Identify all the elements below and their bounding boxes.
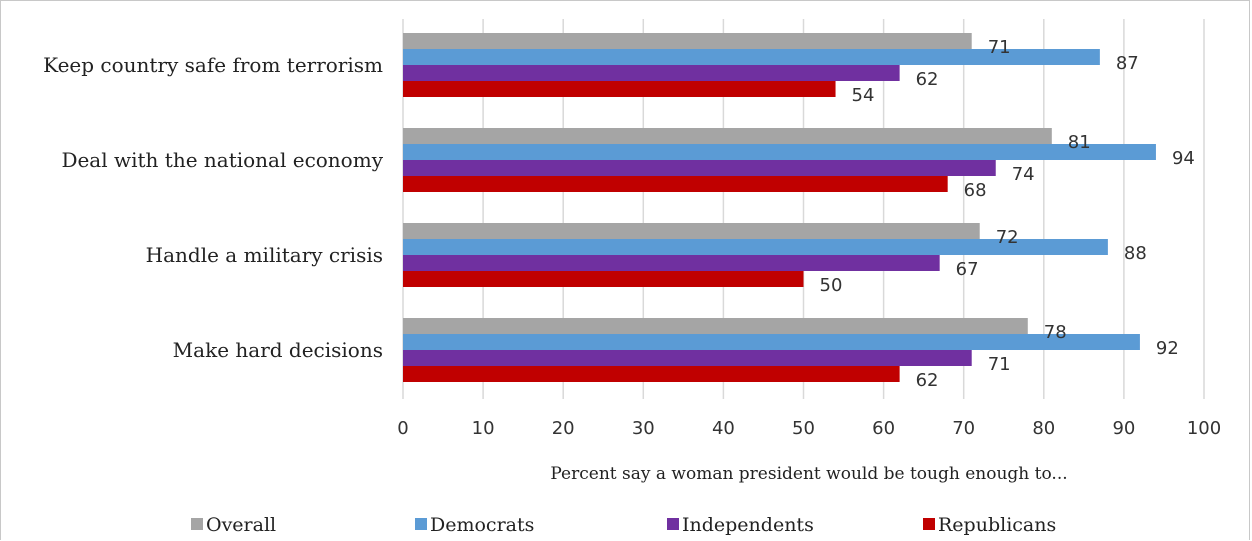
x-tick-label: 70 (952, 418, 975, 439)
x-tick-label: 40 (712, 418, 735, 439)
category-label: Keep country safe from terrorism (43, 53, 383, 77)
legend-swatch-republicans (923, 518, 935, 530)
bar-overall (403, 33, 972, 49)
x-tick-label: 90 (1112, 418, 1135, 439)
bar-overall (403, 223, 980, 239)
data-label-democrats: 94 (1172, 148, 1195, 169)
x-axis-title: Percent say a woman president would be t… (550, 464, 1067, 484)
x-tick-label: 60 (872, 418, 895, 439)
bar-democrats (403, 49, 1100, 65)
x-tick-label: 0 (397, 418, 408, 439)
bar-democrats (403, 239, 1108, 255)
data-label-independents: 71 (988, 354, 1011, 375)
data-label-overall: 71 (988, 37, 1011, 58)
legend-label-democrats: Democrats (430, 514, 534, 536)
x-tick-label: 50 (792, 418, 815, 439)
x-tick-label: 20 (552, 418, 575, 439)
bar-republicans (403, 366, 900, 382)
category-label: Handle a military crisis (146, 243, 383, 267)
bar-independents (403, 350, 972, 366)
data-label-democrats: 88 (1124, 243, 1147, 264)
bar-republicans (403, 176, 948, 192)
bar-independents (403, 255, 940, 271)
data-label-overall: 78 (1044, 322, 1067, 343)
category-labels: Keep country safe from terrorism Deal wit… (43, 53, 384, 362)
bar-independents (403, 160, 996, 176)
data-label-republicans: 54 (852, 85, 875, 106)
bar-republicans (403, 81, 836, 97)
x-tick-label: 100 (1187, 418, 1221, 439)
data-label-democrats: 87 (1116, 53, 1139, 74)
data-labels: 71 87 62 54 81 94 74 68 72 88 67 50 78 92 71 62 (820, 37, 1195, 391)
bar-overall (403, 128, 1052, 144)
legend-swatch-independents (667, 518, 679, 530)
data-label-independents: 74 (1012, 164, 1035, 185)
legend: Overall Democrats Independents Republicans (191, 514, 1056, 536)
bar-independents (403, 65, 900, 81)
data-label-overall: 81 (1068, 132, 1091, 153)
legend-label-overall: Overall (206, 514, 276, 536)
bar-democrats (403, 334, 1140, 350)
legend-swatch-democrats (415, 518, 427, 530)
data-label-democrats: 92 (1156, 338, 1179, 359)
data-label-republicans: 68 (964, 180, 987, 201)
bars (403, 33, 1156, 382)
x-tick-label: 80 (1032, 418, 1055, 439)
data-label-overall: 72 (996, 227, 1019, 248)
x-tick-labels: 0 10 20 30 40 50 60 70 80 90 100 (397, 418, 1221, 439)
legend-label-independents: Independents (682, 514, 814, 536)
data-label-republicans: 50 (820, 275, 843, 296)
legend-label-republicans: Republicans (938, 514, 1056, 536)
data-label-republicans: 62 (916, 370, 939, 391)
x-tick-label: 30 (632, 418, 655, 439)
bar-overall (403, 318, 1028, 334)
category-label: Deal with the national economy (61, 148, 383, 172)
category-label: Make hard decisions (173, 338, 383, 362)
bar-democrats (403, 144, 1156, 160)
data-label-independents: 67 (956, 259, 979, 280)
bar-republicans (403, 271, 804, 287)
x-tick-label: 10 (472, 418, 495, 439)
data-label-independents: 62 (916, 69, 939, 90)
legend-swatch-overall (191, 518, 203, 530)
